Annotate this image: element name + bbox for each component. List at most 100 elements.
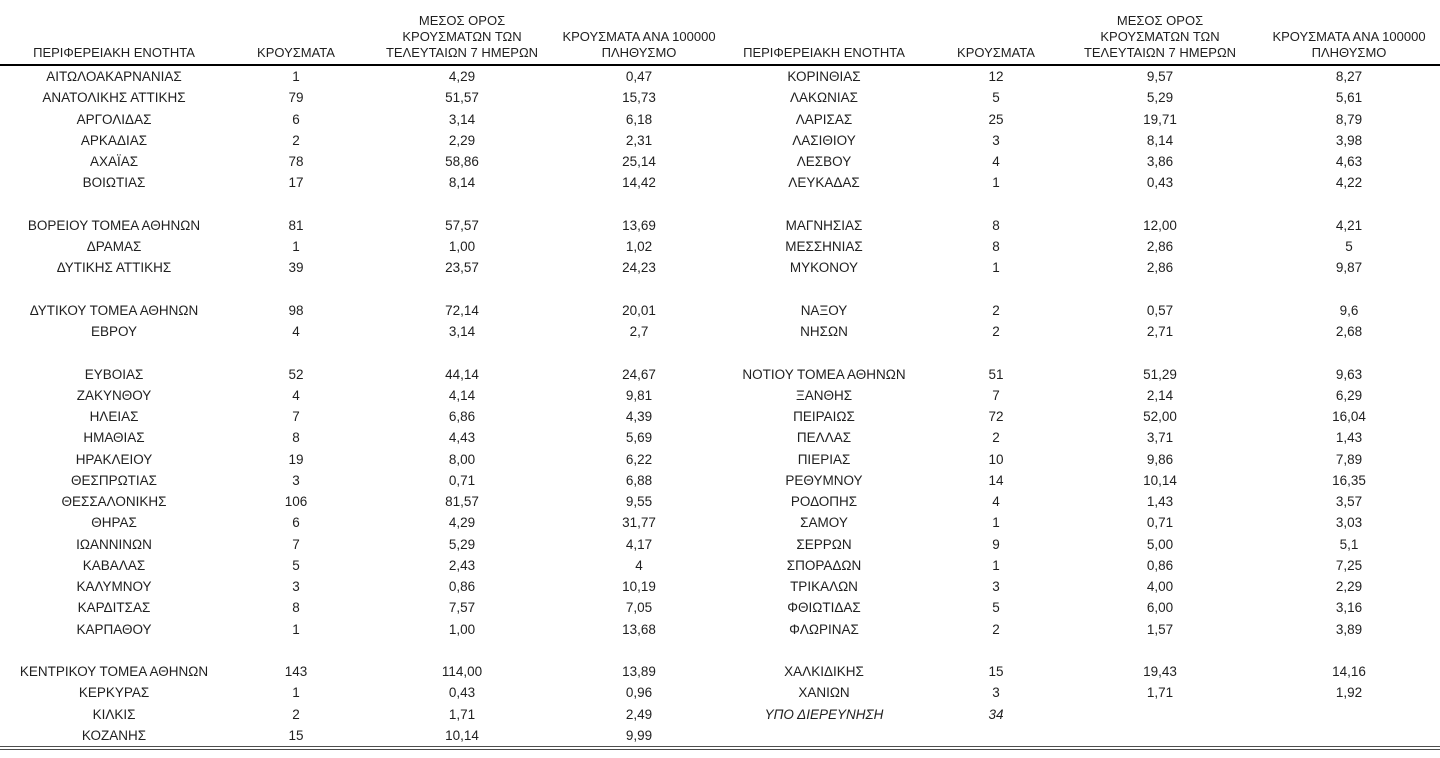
table-row: ΑΡΚΑΔΙΑΣ 2 2,29 2,31 ΛΑΣΙΘΙΟΥ 3 8,14 3,98 [0,130,1440,151]
per100k-cell: 13,69 [622,217,656,233]
cases-cell: 81 [288,217,304,233]
avg7-cell: 19,43 [1143,664,1177,679]
region-name-cell: ΝΟΤΙΟΥ ΤΟΜΕΑ ΑΘΗΝΩΝ [742,366,906,382]
region-name-cell: ΖΑΚΥΝΘΟΥ [76,387,152,403]
cases-cell [228,279,364,300]
cases-cell: 8 [292,600,300,616]
cases-cell: 2 [292,706,300,722]
column-header-label: ΠΕΡΙΦΕΡΕΙΑΚΗ ΕΝΟΤΗΤΑ [743,45,905,60]
per100k-cell: 7,05 [625,600,653,616]
avg7-cell: 10,14 [1143,472,1177,488]
table-row: ΚΕΡΚΥΡΑΣ 1 0,43 0,96 ΧΑΝΙΩΝ 3 1,71 1,92 [0,682,1440,703]
avg7-cell [1062,640,1258,661]
column-header-label: ΜΕΣΟΣ ΟΡΟΣ ΚΡΟΥΣΜΑΤΩΝ ΤΩΝ ΤΕΛΕΥΤΑΙΩΝ 7 Η… [1083,13,1237,60]
per100k-cell: 2,68 [1335,324,1363,339]
region-name-cell: ΘΗΡΑΣ [91,515,137,531]
avg7-cell [1062,279,1258,300]
region-name-cell: ΚΑΡΔΙΤΣΑΣ [77,600,151,616]
cases-cell: 8 [992,239,1000,254]
avg7-cell: 7,57 [448,600,476,616]
cases-cell: 2 [292,132,300,148]
avg7-cell: 12,00 [1143,217,1177,233]
per100k-cell: 2,31 [625,132,653,148]
table-row: ΒΟΡΕΙΟΥ ΤΟΜΕΑ ΑΘΗΝΩΝ 81 57,57 13,69 ΜΑΓΝΗΣΙΑ… [0,215,1440,236]
per100k-cell [1258,194,1440,215]
cases-cell: 4 [992,494,1000,509]
cases-cell: 6 [292,111,300,127]
per100k-cell: 24,67 [622,366,656,382]
cases-cell [228,342,364,363]
per100k-cell: 14,42 [622,175,656,191]
region-name-cell: ΣΕΡΡΩΝ [796,536,852,552]
table-row: ΒΟΙΩΤΙΑΣ 17 8,14 14,42 ΛΕΥΚΑΔΑΣ 1 0,43 4,22 [0,172,1440,193]
table-row: ΖΑΚΥΝΘΟΥ 4 4,14 9,81 ΞΑΝΘΗΣ 7 2,14 6,29 [0,385,1440,406]
cases-cell: 12 [988,69,1004,84]
cases-cell: 6 [292,515,300,531]
region-name-cell: ΚΟΖΑΝΗΣ [81,727,147,743]
region-name-cell: ΣΠΟΡΑΔΩΝ [786,557,862,573]
avg7-cell [364,194,560,215]
cases-cell: 25 [988,111,1004,127]
region-name-cell [0,194,228,215]
cases-cell: 14 [988,472,1004,488]
per100k-cell: 31,77 [622,515,656,531]
table-row: ΑΡΓΟΛΙΔΑΣ 6 3,14 6,18 ΛΑΡΙΣΑΣ 25 19,71 8,79 [0,109,1440,130]
cases-cell [930,342,1062,363]
spacer-row [0,342,1440,363]
cases-cell: 106 [284,494,308,509]
cases-cell: 15 [988,664,1004,679]
table-row: ΔΡΑΜΑΣ 1 1,00 1,02 ΜΕΣΣΗΝΙΑΣ 8 2,86 5 [0,236,1440,257]
per100k-cell: 4,63 [1335,154,1363,169]
per100k-cell: 25,14 [622,154,656,169]
per100k-cell: 9,99 [625,727,653,743]
per100k-cell: 8,27 [1335,69,1363,84]
column-header-cases-right: ΚΡΟΥΣΜΑΤΑ [930,0,1062,66]
avg7-cell [364,342,560,363]
avg7-cell: 1,00 [448,621,476,637]
region-name-cell: ΚΕΝΤΡΙΚΟΥ ΤΟΜΕΑ ΑΘΗΝΩΝ [19,664,209,679]
per100k-cell: 24,23 [622,260,656,276]
avg7-cell: 58,86 [445,154,479,169]
avg7-cell: 2,71 [1146,324,1174,339]
avg7-cell: 1,71 [1146,685,1174,701]
column-header-region-left: ΠΕΡΙΦΕΡΕΙΑΚΗ ΕΝΟΤΗΤΑ [0,0,228,66]
table-row: ΗΡΑΚΛΕΙΟΥ 19 8,00 6,22 ΠΙΕΡΙΑΣ 10 9,86 7,89 [0,449,1440,470]
region-name-cell: ΞΑΝΘΗΣ [795,387,853,403]
avg7-cell: 2,86 [1146,239,1174,254]
avg7-cell: 10,14 [445,727,479,743]
per100k-cell: 2,7 [629,324,649,339]
cases-cell: 15 [288,727,304,743]
per100k-cell: 8,79 [1335,111,1363,127]
column-header-avg7-left: ΜΕΣΟΣ ΟΡΟΣ ΚΡΟΥΣΜΑΤΩΝ ΤΩΝ ΤΕΛΕΥΤΑΙΩΝ 7 Η… [364,0,560,66]
avg7-cell: 1,00 [448,239,476,254]
region-name-cell: ΡΕΘΥΜΝΟΥ [785,472,863,488]
table-row: ΕΒΡΟΥ 4 3,14 2,7 ΝΗΣΩΝ 2 2,71 2,68 [0,321,1440,342]
avg7-cell: 52,00 [1143,409,1177,424]
table-row: ΑΧΑΪΑΣ 78 58,86 25,14 ΛΕΣΒΟΥ 4 3,86 4,63 [0,151,1440,172]
per100k-cell: 5,69 [625,430,653,446]
column-header-label: ΚΡΟΥΣΜΑΤΑ [257,45,335,60]
region-name-cell [718,640,930,661]
region-name-cell: ΔΥΤΙΚΗΣ ΑΤΤΙΚΗΣ [56,260,172,276]
per100k-cell: 6,29 [1335,387,1363,403]
region-name-cell: ΤΡΙΚΑΛΩΝ [790,579,858,594]
avg7-cell: 23,57 [445,260,479,276]
cases-cell: 1 [292,239,300,254]
per100k-cell: 7,89 [1335,451,1363,467]
region-name-cell: ΚΙΛΚΙΣ [92,706,136,722]
region-name-cell: ΔΥΤΙΚΟΥ ΤΟΜΕΑ ΑΘΗΝΩΝ [29,302,199,318]
region-name-cell: ΑΧΑΪΑΣ [89,154,139,169]
region-name-cell: ΧΑΛΚΙΔΙΚΗΣ [784,664,864,679]
region-name-cell: ΚΟΡΙΝΘΙΑΣ [787,69,861,84]
per100k-cell: 9,55 [625,494,653,509]
cases-cell: 4 [292,387,300,403]
per100k-cell [560,194,718,215]
column-header-region-right: ΠΕΡΙΦΕΡΕΙΑΚΗ ΕΝΟΤΗΤΑ [718,0,930,66]
region-name-cell: ΝΑΞΟΥ [800,302,848,318]
cases-cell: 8 [292,430,300,446]
region-name-cell: ΛΑΡΙΣΑΣ [795,111,853,127]
per100k-cell: 9,87 [1335,260,1363,276]
region-name-cell: ΝΗΣΩΝ [800,324,848,339]
avg7-cell: 0,43 [1146,175,1174,191]
